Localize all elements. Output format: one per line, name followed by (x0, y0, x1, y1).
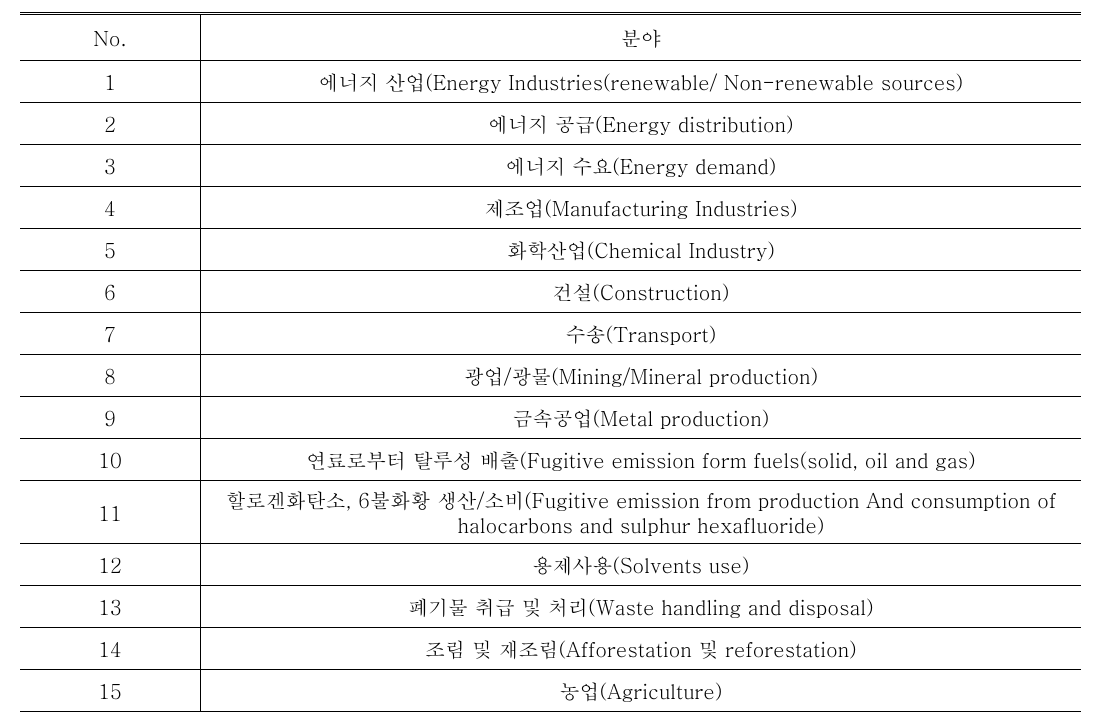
cell-no: 5 (20, 229, 200, 271)
cell-no: 11 (20, 481, 200, 544)
cell-no: 6 (20, 271, 200, 313)
cell-no: 7 (20, 313, 200, 355)
cell-no: 3 (20, 145, 200, 187)
cell-no: 13 (20, 586, 200, 628)
cell-no: 10 (20, 439, 200, 481)
table-row: 15 농업(Agriculture) (20, 670, 1081, 712)
cell-field: 에너지 산업(Energy Industries(renewable/ Non-… (200, 61, 1081, 103)
table-row: 2 에너지 공급(Energy distribution) (20, 103, 1081, 145)
table-header-row: No. 분야 (20, 14, 1081, 61)
cell-no: 2 (20, 103, 200, 145)
cell-field: 제조업(Manufacturing Industries) (200, 187, 1081, 229)
cell-field: 금속공업(Metal production) (200, 397, 1081, 439)
cell-field: 용제사용(Solvents use) (200, 544, 1081, 586)
sector-table: No. 분야 1 에너지 산업(Energy Industries(renewa… (20, 12, 1081, 712)
col-header-field: 분야 (200, 14, 1081, 61)
cell-field: 에너지 공급(Energy distribution) (200, 103, 1081, 145)
cell-no: 14 (20, 628, 200, 670)
table-row: 7 수송(Transport) (20, 313, 1081, 355)
cell-field: 연료로부터 탈루성 배출(Fugitive emission form fuel… (200, 439, 1081, 481)
cell-no: 8 (20, 355, 200, 397)
cell-field: 조림 및 재조림(Afforestation 및 reforestation) (200, 628, 1081, 670)
cell-no: 4 (20, 187, 200, 229)
cell-field: 농업(Agriculture) (200, 670, 1081, 712)
table-row: 12 용제사용(Solvents use) (20, 544, 1081, 586)
cell-field: 할로겐화탄소, 6불화황 생산/소비(Fugitive emission fro… (200, 481, 1081, 544)
table-row: 1 에너지 산업(Energy Industries(renewable/ No… (20, 61, 1081, 103)
cell-field: 광업/광물(Mining/Mineral production) (200, 355, 1081, 397)
table-row: 4 제조업(Manufacturing Industries) (20, 187, 1081, 229)
table-row: 13 폐기물 취급 및 처리(Waste handling and dispos… (20, 586, 1081, 628)
table-row: 9 금속공업(Metal production) (20, 397, 1081, 439)
table-row: 5 화학산업(Chemical Industry) (20, 229, 1081, 271)
table-row: 14 조림 및 재조림(Afforestation 및 reforestatio… (20, 628, 1081, 670)
table-row: 8 광업/광물(Mining/Mineral production) (20, 355, 1081, 397)
table-row: 3 에너지 수요(Energy demand) (20, 145, 1081, 187)
table-row: 6 건설(Construction) (20, 271, 1081, 313)
cell-no: 12 (20, 544, 200, 586)
cell-no: 1 (20, 61, 200, 103)
cell-no: 9 (20, 397, 200, 439)
cell-field: 에너지 수요(Energy demand) (200, 145, 1081, 187)
cell-field: 건설(Construction) (200, 271, 1081, 313)
col-header-no: No. (20, 14, 200, 61)
cell-field: 화학산업(Chemical Industry) (200, 229, 1081, 271)
cell-field: 수송(Transport) (200, 313, 1081, 355)
table-row: 10 연료로부터 탈루성 배출(Fugitive emission form f… (20, 439, 1081, 481)
table-row: 11 할로겐화탄소, 6불화황 생산/소비(Fugitive emission … (20, 481, 1081, 544)
cell-no: 15 (20, 670, 200, 712)
cell-field: 폐기물 취급 및 처리(Waste handling and disposal) (200, 586, 1081, 628)
